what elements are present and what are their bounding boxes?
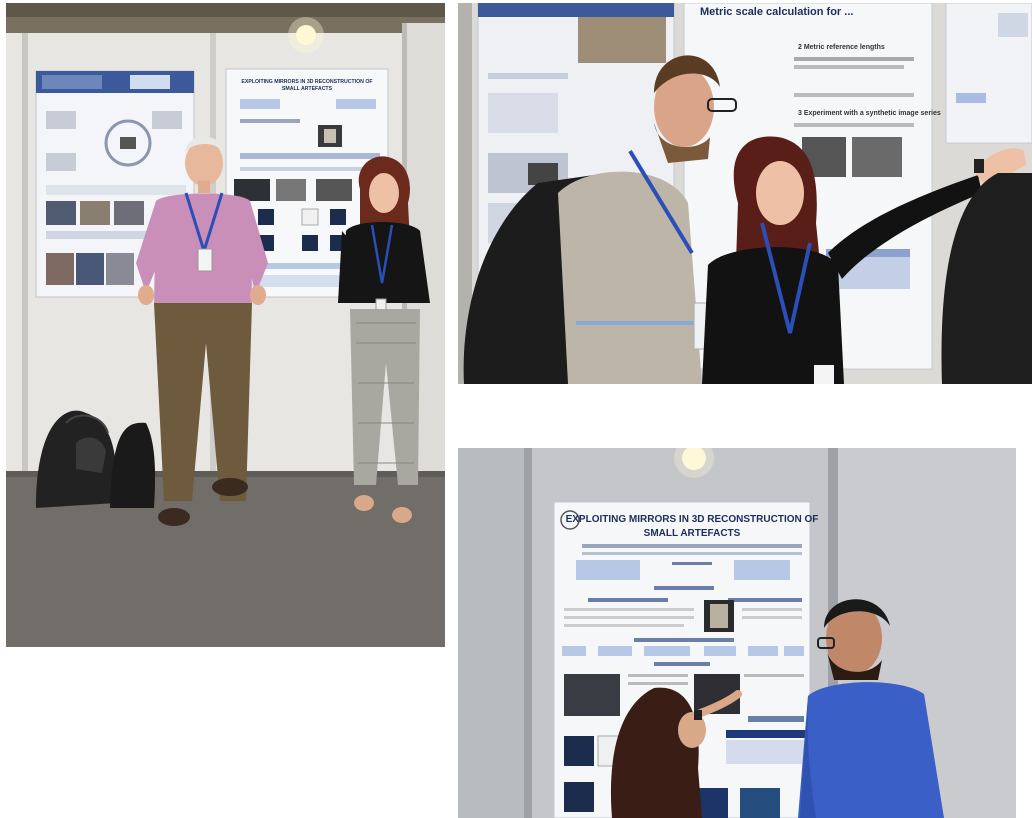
- person-man-backpack: [463, 55, 737, 384]
- photo-left: EXPLOITING MIRRORS IN 3D RECONSTRUCTION …: [6, 3, 445, 647]
- person-right-edge: [941, 173, 1032, 384]
- photo-bottom-right: EXPLOITING MIRRORS IN 3D RECONSTRUCTION …: [458, 448, 1016, 818]
- poster-top-right-title-text: Metric scale calculation for ...: [700, 6, 853, 18]
- photo-bottom-right-scene: EXPLOITING MIRRORS IN 3D RECONSTRUCTION …: [458, 448, 1016, 818]
- poster-section-2-text: 3 Experiment with a synthetic image seri…: [798, 110, 941, 117]
- poster-left-title-text: EXPLOITING MIRRORS IN 3D RECONSTRUCTION …: [241, 79, 372, 85]
- person-woman-pointing: [702, 136, 1026, 384]
- photo-top-right: Metric scale calculation for ... 2 Metri…: [458, 3, 1032, 384]
- person-woman-black-top: [338, 156, 430, 523]
- person-man-pink-shirt: [136, 136, 268, 526]
- photo-top-right-scene: Metric scale calculation for ... 2 Metri…: [458, 3, 1032, 384]
- poster-section-1-text: 2 Metric reference lengths: [798, 44, 885, 51]
- svg-text:SMALL ARTEFACTS: SMALL ARTEFACTS: [644, 528, 741, 539]
- person-woman-back: [610, 687, 742, 818]
- photo-left-scene: EXPLOITING MIRRORS IN 3D RECONSTRUCTION …: [6, 3, 445, 647]
- bags: [36, 410, 156, 508]
- person-man-blue-shirt: [798, 599, 944, 818]
- svg-text:SMALL ARTEFACTS: SMALL ARTEFACTS: [282, 86, 333, 92]
- poster-bottom-title-text: EXPLOITING MIRRORS IN 3D RECONSTRUCTION …: [566, 514, 819, 525]
